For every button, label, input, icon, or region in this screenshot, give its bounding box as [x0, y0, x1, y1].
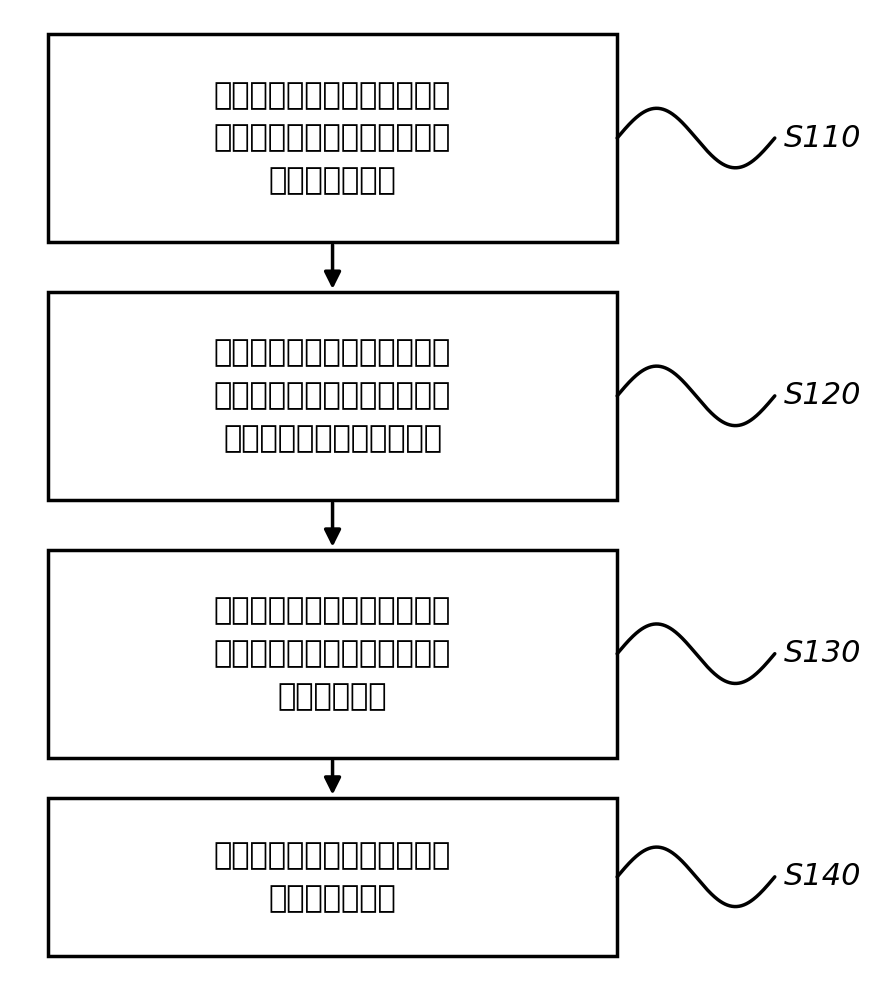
- Text: S120: S120: [783, 381, 861, 410]
- Text: S140: S140: [783, 862, 861, 891]
- Text: S110: S110: [783, 124, 861, 153]
- Text: 接收并显示所述待配网设备的
配网注册的结果: 接收并显示所述待配网设备的 配网注册的结果: [214, 841, 451, 913]
- Text: 从所述多个智能家电中选择至
少一个智能家电作为待配网设
备，并建立待配网设备列表: 从所述多个智能家电中选择至 少一个智能家电作为待配网设 备，并建立待配网设备列表: [214, 339, 451, 453]
- FancyBboxPatch shape: [48, 798, 618, 956]
- FancyBboxPatch shape: [48, 292, 618, 500]
- Text: 获取多个蓝牙配网广播信息，
每个所述蓝牙配网广播信息对
应一个智能家电: 获取多个蓝牙配网广播信息， 每个所述蓝牙配网广播信息对 应一个智能家电: [214, 81, 451, 195]
- FancyBboxPatch shape: [48, 550, 618, 758]
- Text: S130: S130: [783, 639, 861, 668]
- FancyBboxPatch shape: [48, 34, 618, 242]
- Text: 与所述待配网设备建立蓝牙连
接，并向所述待配网设备发送
配网注册信息: 与所述待配网设备建立蓝牙连 接，并向所述待配网设备发送 配网注册信息: [214, 596, 451, 711]
